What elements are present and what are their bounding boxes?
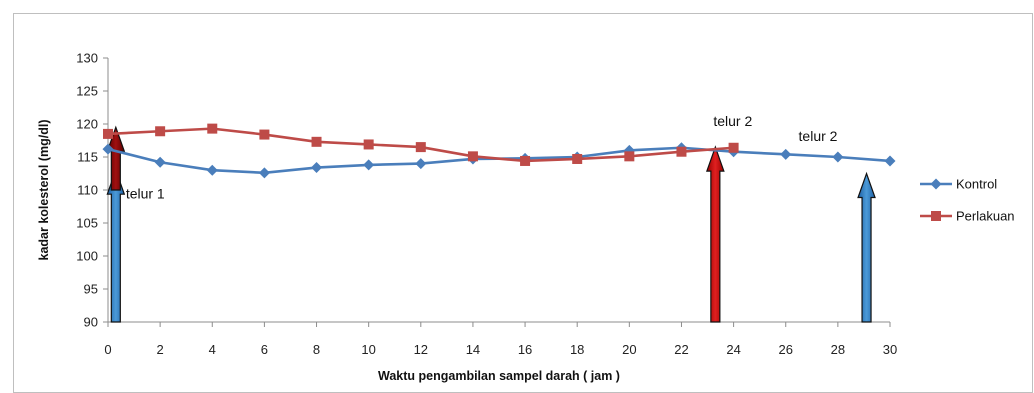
x-tick-label: 4 bbox=[209, 342, 216, 357]
legend-label: Kontrol bbox=[956, 177, 997, 192]
data-point bbox=[363, 159, 375, 171]
data-point bbox=[520, 155, 531, 166]
data-point bbox=[415, 158, 427, 170]
annotation-arrow bbox=[706, 145, 725, 323]
data-point bbox=[259, 129, 270, 140]
x-tick-label: 20 bbox=[622, 342, 636, 357]
y-axis-ticks: 90 95 100 105 110 115 120 125 130 bbox=[76, 51, 108, 330]
y-tick-label: 100 bbox=[76, 249, 98, 264]
y-tick-label: 95 bbox=[84, 282, 98, 297]
data-point bbox=[207, 123, 218, 134]
legend: Kontrol Perlakuan bbox=[920, 177, 1015, 224]
x-tick-label: 28 bbox=[831, 342, 845, 357]
data-point bbox=[102, 143, 114, 155]
x-tick-label: 24 bbox=[726, 342, 740, 357]
data-point bbox=[676, 146, 687, 157]
data-point bbox=[832, 151, 844, 163]
x-tick-label: 12 bbox=[414, 342, 428, 357]
x-tick-label: 22 bbox=[674, 342, 688, 357]
x-tick-label: 10 bbox=[361, 342, 375, 357]
y-tick-label: 115 bbox=[77, 150, 98, 165]
x-tick-label: 16 bbox=[518, 342, 532, 357]
data-point bbox=[311, 136, 322, 147]
data-point bbox=[103, 128, 113, 139]
series-line-kontrol bbox=[107, 146, 891, 175]
y-tick-label: 90 bbox=[84, 315, 98, 330]
annotation-labels: telur 1 telur 2 telur 2 bbox=[126, 113, 838, 202]
axes bbox=[107, 58, 890, 323]
data-point bbox=[154, 156, 166, 168]
annotation-label: telur 2 bbox=[799, 128, 838, 144]
x-axis-ticks: 0 2 4 6 8 10 12 14 16 18 20 22 24 26 28 30 bbox=[104, 322, 897, 357]
legend-label: Perlakuan bbox=[956, 209, 1015, 224]
data-point bbox=[155, 126, 166, 137]
x-tick-label: 2 bbox=[157, 342, 164, 357]
annotation-arrow bbox=[857, 171, 876, 323]
data-point bbox=[258, 167, 270, 179]
annotation-arrow bbox=[106, 168, 126, 323]
annotation-arrows bbox=[106, 125, 876, 323]
y-axis-title: kadar kolesterol (mg/dl) bbox=[37, 119, 51, 260]
legend-marker bbox=[930, 178, 942, 190]
data-point bbox=[415, 142, 426, 153]
y-tick-label: 105 bbox=[76, 216, 98, 231]
data-point bbox=[884, 155, 896, 167]
data-point bbox=[572, 153, 583, 164]
y-tick-label: 120 bbox=[76, 117, 98, 132]
x-tick-label: 18 bbox=[570, 342, 584, 357]
data-point bbox=[780, 148, 792, 160]
data-point bbox=[206, 164, 218, 176]
y-tick-label: 110 bbox=[77, 183, 98, 198]
y-tick-label: 130 bbox=[76, 51, 98, 66]
x-tick-label: 26 bbox=[778, 342, 792, 357]
data-point bbox=[624, 151, 635, 162]
x-axis-title: Waktu pengambilan sampel darah ( jam ) bbox=[378, 369, 620, 383]
annotation-label: telur 1 bbox=[126, 186, 165, 202]
x-tick-label: 6 bbox=[261, 342, 268, 357]
legend-marker bbox=[931, 211, 941, 221]
x-tick-label: 14 bbox=[466, 342, 480, 357]
annotation-label: telur 2 bbox=[713, 113, 752, 129]
data-point bbox=[311, 162, 323, 174]
x-tick-label: 30 bbox=[883, 342, 897, 357]
x-tick-label: 8 bbox=[313, 342, 320, 357]
y-tick-label: 125 bbox=[76, 84, 98, 99]
x-tick-label: 0 bbox=[104, 342, 111, 357]
series-layer bbox=[102, 123, 896, 179]
data-point bbox=[467, 151, 478, 162]
data-point bbox=[728, 142, 739, 153]
data-point bbox=[363, 139, 374, 150]
